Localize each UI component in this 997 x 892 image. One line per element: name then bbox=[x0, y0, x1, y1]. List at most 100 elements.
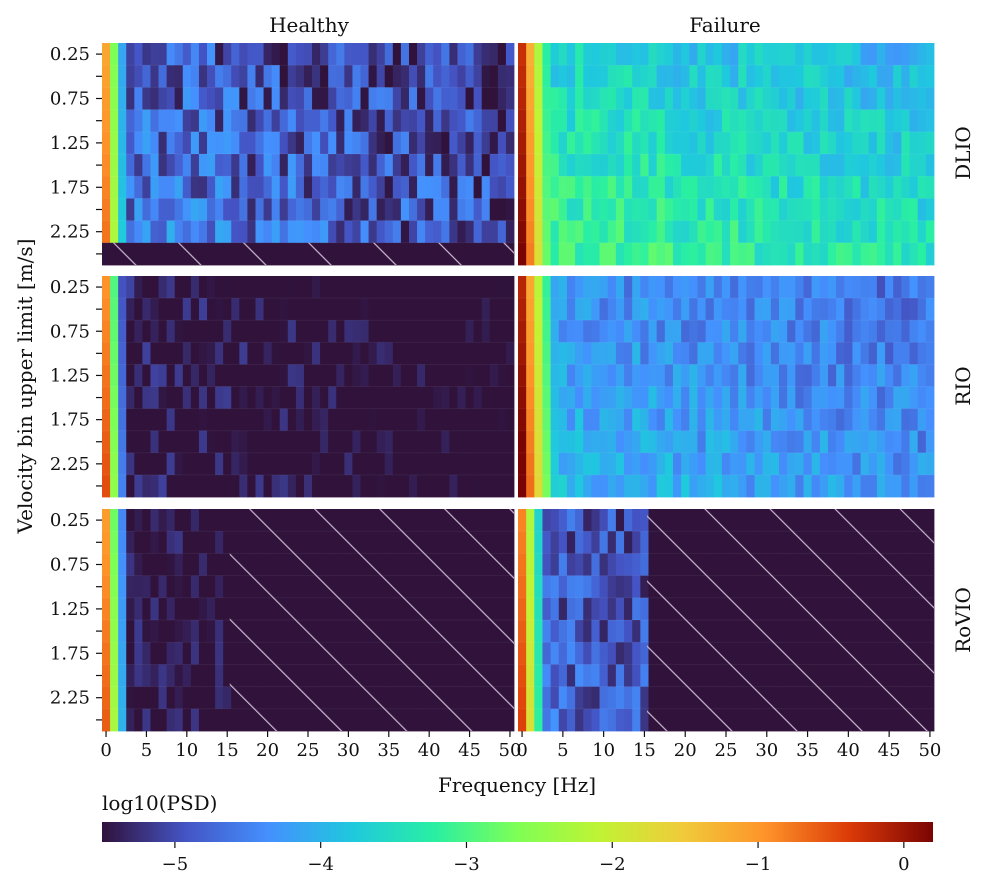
heatmap-cell bbox=[247, 176, 256, 199]
heatmap-cell bbox=[408, 65, 418, 88]
heatmap-cell bbox=[591, 664, 600, 687]
heatmap-cell bbox=[207, 408, 216, 432]
heatmap-cell bbox=[505, 43, 515, 66]
axes: 0.250.751.251.752.250.250.751.251.752.25… bbox=[50, 44, 941, 761]
heatmap-cell bbox=[158, 474, 168, 498]
heatmap-cell bbox=[384, 43, 394, 66]
heatmap-cell bbox=[624, 320, 633, 343]
heatmap-cell bbox=[481, 342, 491, 365]
heatmap-cell bbox=[844, 474, 853, 498]
heatmap-cell bbox=[868, 452, 878, 476]
heatmap-cell bbox=[803, 131, 813, 155]
heatmap-cell bbox=[182, 198, 192, 221]
heatmap-cell bbox=[166, 553, 176, 576]
heatmap-cell bbox=[150, 531, 159, 554]
heatmap-cell bbox=[754, 43, 764, 66]
heatmap-cell bbox=[473, 320, 483, 343]
heatmap-cell bbox=[231, 320, 240, 343]
heatmap-cell bbox=[624, 474, 633, 498]
heatmap-cell bbox=[408, 131, 418, 155]
heatmap-cell bbox=[607, 408, 617, 432]
heatmap-cell bbox=[223, 342, 232, 365]
heatmap-cell bbox=[925, 276, 935, 299]
heatmap-cell bbox=[239, 298, 248, 321]
heatmap-cell bbox=[142, 154, 151, 177]
x-axis-label: Frequency [Hz] bbox=[438, 773, 596, 797]
heatmap-cell bbox=[624, 708, 633, 732]
heatmap-cell bbox=[239, 386, 248, 409]
heatmap-cell bbox=[550, 664, 560, 687]
heatmap-cell bbox=[575, 198, 584, 221]
heatmap-cell bbox=[207, 553, 216, 576]
heatmap-cell bbox=[542, 65, 552, 88]
heatmap-cell bbox=[632, 43, 641, 66]
heatmap-cell bbox=[158, 575, 168, 599]
heatmap-cell bbox=[689, 65, 698, 88]
heatmap-cell bbox=[632, 531, 641, 554]
heatmap-cell bbox=[279, 364, 289, 387]
heatmap-cell bbox=[836, 276, 845, 299]
heatmap-cell bbox=[384, 474, 394, 498]
heatmap-cell bbox=[648, 154, 658, 177]
heatmap-cell bbox=[190, 686, 200, 710]
heatmap-cell bbox=[417, 65, 426, 88]
heatmap-cell bbox=[303, 364, 313, 387]
heatmap-cell bbox=[336, 452, 345, 476]
heatmap-cell bbox=[376, 298, 386, 321]
heatmap-cell bbox=[607, 131, 617, 155]
heatmap-cell bbox=[925, 109, 935, 133]
heatmap-cell bbox=[295, 109, 305, 133]
heatmap-cell bbox=[255, 131, 264, 155]
heatmap-cell bbox=[400, 87, 410, 110]
heatmap-cell bbox=[198, 276, 208, 299]
heatmap-cell bbox=[408, 198, 418, 221]
heatmap-cell bbox=[174, 386, 184, 409]
heatmap-cell bbox=[198, 452, 208, 476]
heatmap-cell bbox=[591, 452, 600, 476]
heatmap-cell bbox=[534, 65, 543, 88]
heatmap-cell bbox=[656, 320, 666, 343]
heatmap-cell bbox=[615, 242, 625, 266]
heatmap-cell bbox=[697, 342, 707, 365]
heatmap-cell bbox=[198, 509, 208, 532]
heatmap-cell bbox=[787, 242, 796, 266]
heatmap-cell bbox=[754, 320, 764, 343]
heatmap-cell bbox=[689, 320, 698, 343]
heatmap-cell bbox=[615, 408, 625, 432]
heatmap-cell bbox=[844, 220, 853, 244]
heatmap-cell bbox=[247, 408, 256, 432]
heatmap-cell bbox=[465, 430, 475, 454]
heatmap-cell bbox=[787, 452, 796, 476]
heatmap-cell bbox=[465, 474, 475, 498]
heatmap-cell bbox=[263, 154, 273, 177]
heatmap-cell bbox=[534, 198, 543, 221]
heatmap-cell bbox=[591, 509, 600, 532]
heatmap-cell bbox=[182, 276, 192, 299]
heatmap-cell bbox=[534, 408, 543, 432]
heatmap-cell bbox=[518, 220, 527, 244]
heatmap-cell bbox=[648, 342, 658, 365]
heatmap-cell bbox=[591, 620, 600, 643]
heatmap-cell bbox=[575, 65, 584, 88]
heatmap-cell bbox=[110, 220, 119, 244]
heatmap-cell bbox=[615, 664, 625, 687]
heatmap-cell bbox=[779, 276, 788, 299]
heatmap-cell bbox=[844, 198, 853, 221]
heatmap-cell bbox=[247, 65, 256, 88]
heatmap-cell bbox=[746, 386, 755, 409]
heatmap-cell bbox=[207, 620, 216, 643]
heatmap-cell bbox=[118, 474, 127, 498]
heatmap-cell bbox=[425, 408, 434, 432]
heatmap-cell bbox=[150, 575, 159, 599]
heatmap-cell bbox=[352, 87, 361, 110]
heatmap-cell bbox=[550, 320, 560, 343]
heatmap-cell bbox=[868, 342, 878, 365]
heatmap-cell bbox=[271, 220, 281, 244]
heatmap-cell bbox=[656, 87, 666, 110]
heatmap-cell bbox=[118, 664, 127, 687]
heatmap-cell bbox=[344, 43, 353, 66]
heatmap-cell bbox=[320, 109, 329, 133]
heatmap-cell bbox=[166, 43, 176, 66]
heatmap-cell bbox=[566, 176, 576, 199]
heatmap-cell bbox=[142, 474, 151, 498]
